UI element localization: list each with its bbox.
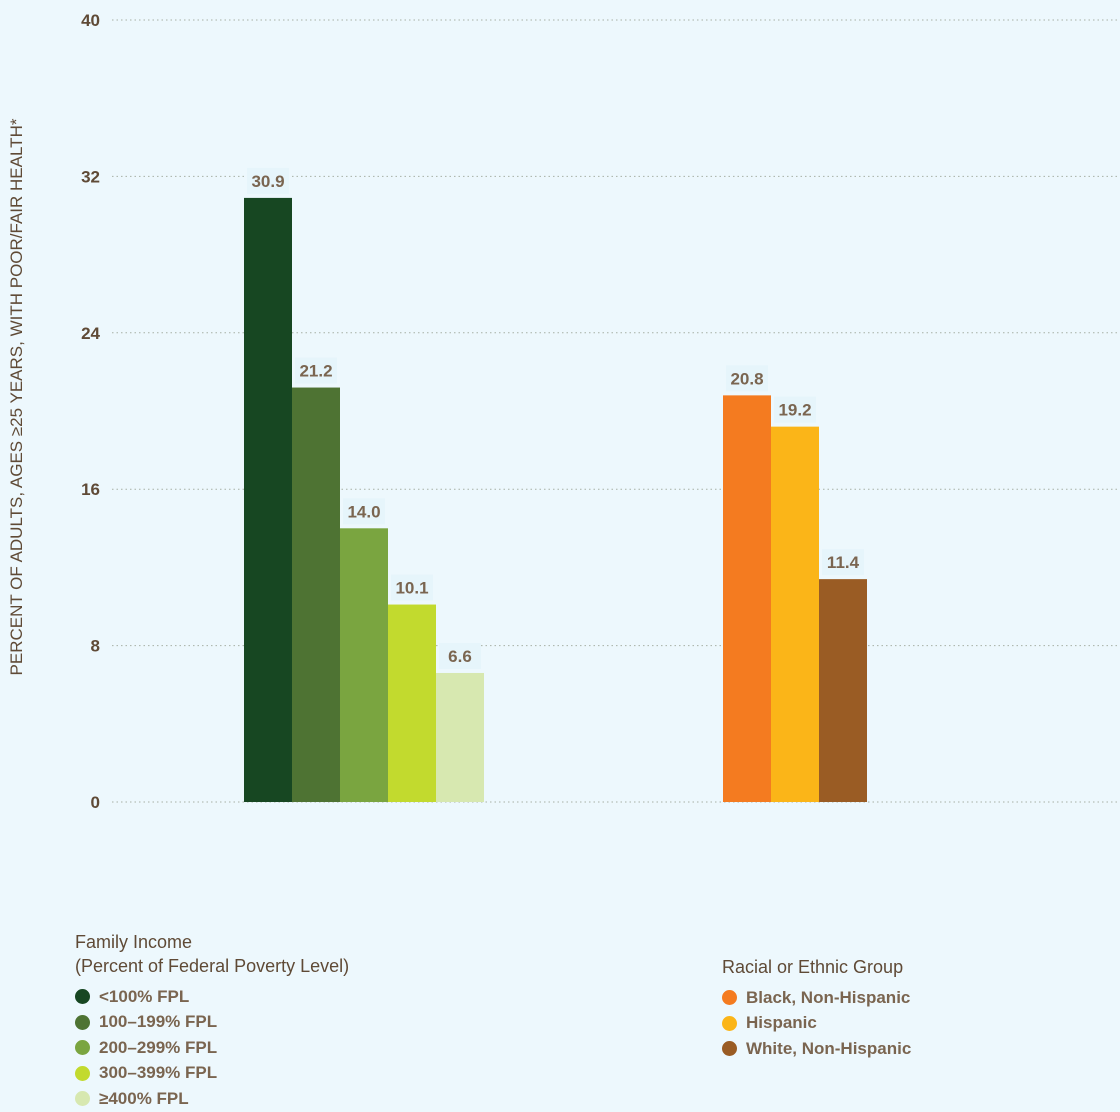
bar-100-199-fpl [292, 387, 340, 802]
data-label-bg [726, 365, 768, 392]
legend-item: 100–199% FPL [75, 1010, 349, 1036]
legend-income-subtitle: (Percent of Federal Poverty Level) [75, 956, 350, 976]
legend-item: ≥400% FPL [75, 1086, 349, 1112]
data-label: 6.6 [448, 647, 472, 666]
y-tick-label: 40 [81, 11, 100, 30]
data-label: 11.4 [827, 553, 860, 572]
legend-income-title: Family Income [75, 932, 193, 952]
bar-hispanic [771, 426, 819, 802]
y-tick-label: 24 [81, 324, 100, 343]
data-label: 20.8 [730, 369, 763, 388]
legend-swatch [722, 990, 737, 1006]
legend-label: <100% FPL [99, 986, 190, 1006]
data-label: 19.2 [778, 401, 811, 420]
legend-item: 200–299% FPL [75, 1035, 349, 1061]
legend-family-income: Family Income (Percent of Federal Povert… [75, 930, 349, 1112]
legend-label: 300–399% FPL [99, 1063, 218, 1083]
data-label: 30.9 [251, 172, 284, 191]
legend-swatch [75, 1091, 90, 1107]
legend-label: Black, Non-Hispanic [746, 987, 911, 1007]
legend-label: Hispanic [746, 1013, 817, 1033]
legend-item: White, Non-Hispanic [722, 1036, 911, 1062]
legend-race-title: Racial or Ethnic Group [722, 957, 904, 977]
legend-race-items: Black, Non-Hispanic Hispanic White, Non-Hi… [722, 985, 911, 1062]
y-axis-label: PERCENT OF ADULTS, AGES ≥25 YEARS, WITH … [7, 118, 26, 675]
legend-racial-group: Racial or Ethnic Group Black, Non-Hispan… [722, 955, 911, 1062]
data-label: 14.0 [347, 502, 380, 521]
legend-income-items: <100% FPL 100–199% FPL 200–299% FPL 300–399… [75, 984, 349, 1112]
legend-item: 300–399% FPL [75, 1061, 349, 1087]
data-label-bg [774, 396, 816, 423]
y-tick-label: 32 [81, 167, 100, 186]
legend-swatch [722, 1041, 737, 1057]
legend-label: ≥400% FPL [99, 1088, 189, 1108]
legend-swatch [75, 989, 90, 1005]
data-label-bg [343, 498, 385, 525]
legend-item: <100% FPL [75, 984, 349, 1010]
data-label-bg [295, 357, 337, 384]
data-label: 21.2 [299, 362, 332, 381]
legend-swatch [75, 1040, 90, 1056]
data-label: 10.1 [395, 579, 428, 598]
y-tick-label: 0 [91, 793, 100, 812]
data-label-bg [439, 642, 481, 669]
data-label-bg [822, 549, 864, 576]
y-tick-label: 8 [91, 637, 100, 656]
legend-swatch [75, 1065, 90, 1081]
legend-item: Hispanic [722, 1011, 911, 1037]
data-label-bg [391, 574, 433, 601]
bar-400-fpl [436, 672, 484, 802]
bar-chart: 0 8 16 24 32 40 30.9 21.2 14.0 10.1 6.6 20.8 19.2 11… [7, 11, 1120, 812]
legend-label: 200–299% FPL [99, 1037, 218, 1057]
legend-label: 100–199% FPL [99, 1012, 218, 1032]
y-axis-ticks: 0 8 16 24 32 40 [81, 11, 100, 812]
bar-white-non-hispanic [819, 579, 867, 802]
legend-swatch [722, 1015, 737, 1031]
bar-black-non-hispanic [723, 395, 771, 802]
y-tick-label: 16 [81, 480, 100, 499]
bar-100-fpl [244, 197, 292, 802]
bar-200-299-fpl [340, 528, 388, 802]
data-label-bg [247, 167, 289, 194]
bars [244, 197, 867, 802]
legend-item: Black, Non-Hispanic [722, 985, 911, 1011]
legend-label: White, Non-Hispanic [746, 1038, 912, 1058]
legend-swatch [75, 1014, 90, 1030]
bar-300-399-fpl [388, 604, 436, 802]
data-labels: 30.9 21.2 14.0 10.1 6.6 20.8 19.2 11.4 [247, 167, 864, 669]
